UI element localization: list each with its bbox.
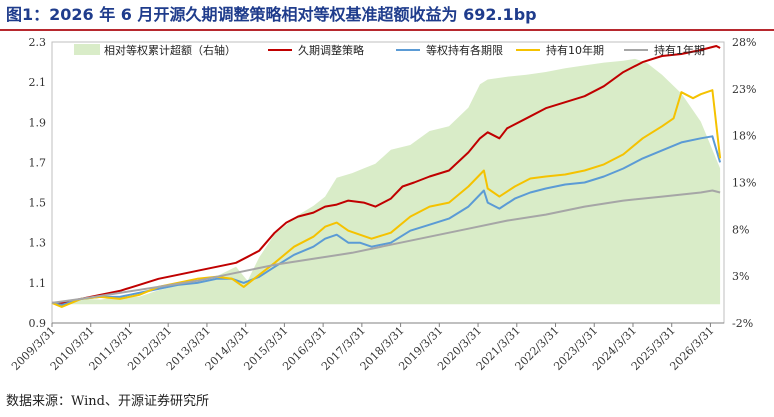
series-area-excess — [52, 58, 721, 305]
y-right-tick-label: 18% — [732, 130, 756, 143]
y-right-tick-label: 3% — [732, 270, 749, 283]
legend-swatch — [74, 44, 100, 55]
legend: 相对等权累计超额（右轴） 久期调整策略 等权持有各期限 持有10年期 持有1年期 — [74, 43, 705, 57]
y-left-tick-label: 1.5 — [29, 197, 47, 210]
y-left-tick-label: 0.9 — [29, 317, 47, 330]
title-rule — [0, 29, 774, 31]
area-layer — [52, 58, 721, 305]
series-line-2 — [51, 135, 722, 306]
source-note: 数据来源：Wind、开源证券研究所 — [6, 394, 209, 409]
y-left-tick-label: 1.9 — [29, 116, 47, 129]
legend-label: 持有10年期 — [546, 43, 604, 57]
y-right-tick-label: 8% — [732, 223, 749, 236]
y-left-tick-label: 2.1 — [29, 76, 47, 89]
y-right-tick-label: 13% — [732, 177, 756, 190]
legend-label: 持有1年期 — [654, 43, 705, 57]
y-left-tick-label: 1.3 — [29, 237, 47, 250]
y-right-tick-label: 28% — [732, 36, 756, 49]
y-left-tick-label: 1.1 — [29, 277, 47, 290]
y-left-tick-label: 1.7 — [29, 156, 47, 169]
y-right-tick-label: -2% — [732, 317, 753, 330]
series-line-1 — [52, 45, 721, 304]
page-title: 图1：2026 年 6 月开源久期调整策略相对等权基准超额收益为 692.1bp — [6, 5, 537, 24]
legend-label: 相对等权累计超额（右轴） — [104, 43, 236, 57]
series-line-4 — [51, 189, 721, 304]
axes-layer — [51, 41, 725, 324]
legend-label: 等权持有各期限 — [426, 43, 503, 57]
legend-label: 久期调整策略 — [298, 43, 364, 57]
y-left-tick-label: 2.3 — [29, 36, 47, 49]
series-line-3 — [51, 89, 722, 308]
y-right-tick-label: 23% — [732, 83, 756, 96]
lines-layer — [51, 45, 722, 308]
